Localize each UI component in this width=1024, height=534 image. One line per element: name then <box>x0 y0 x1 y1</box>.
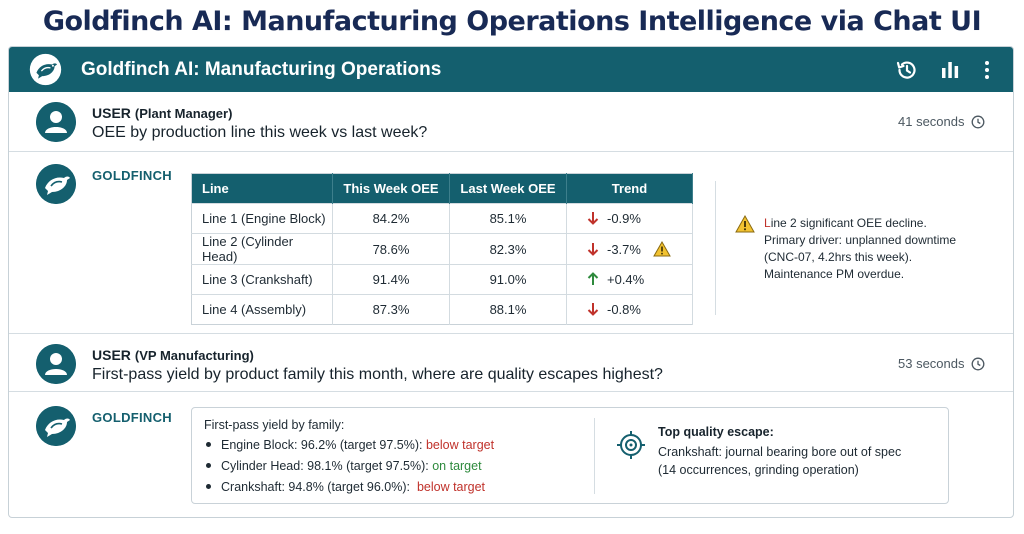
history-icon[interactable] <box>895 58 919 82</box>
last-week-cell: 82.3% <box>449 233 567 265</box>
escape-line-1: Crankshaft: journal bearing bore out of … <box>658 445 902 459</box>
arrow-down-icon <box>587 243 599 256</box>
title-bar: Goldfinch AI: Manufacturing Operations <box>9 47 1013 92</box>
trend-cell: -0.9% <box>566 203 693 234</box>
more-vertical-icon[interactable] <box>975 58 999 82</box>
assistant-name: GOLDFINCH <box>92 168 172 183</box>
chat-window: Goldfinch AI: Manufacturing Operations U… <box>8 46 1014 518</box>
last-week-cell: 88.1% <box>449 294 567 325</box>
divider <box>9 391 1013 392</box>
message-text: First-pass yield by product family this … <box>92 366 663 383</box>
clock-icon <box>971 357 985 371</box>
message-timestamp: 53 seconds <box>898 356 965 371</box>
trend-value: -0.8% <box>607 302 641 317</box>
fpy-status: on target <box>432 459 482 473</box>
column-header: This Week OEE <box>332 173 450 204</box>
warning-icon <box>653 241 671 257</box>
divider <box>594 418 595 494</box>
role-label: USER <box>92 105 131 121</box>
line-cell: Line 4 (Assembly) <box>191 294 333 325</box>
page-heading: Goldfinch AI: Manufacturing Operations I… <box>42 6 982 37</box>
this-week-cell: 91.4% <box>332 264 450 295</box>
fpy-card: First-pass yield by family: Engine Block… <box>191 407 949 504</box>
goldfinch-avatar-icon <box>36 164 76 204</box>
divider <box>9 151 1013 152</box>
fpy-label: Crankshaft: 94.8% (target 96.0%): <box>221 480 417 494</box>
this-week-cell: 78.6% <box>332 233 450 265</box>
column-header: Line <box>191 173 333 204</box>
alert-line-2: Primary driver: unplanned downtime <box>764 233 957 247</box>
oee-table: Line This Week OEE Last Week OEE Trend L… <box>191 173 693 325</box>
bullet <box>206 463 211 468</box>
line-cell: Line 1 (Engine Block) <box>191 203 333 234</box>
message-timestamp: 41 seconds <box>898 114 965 129</box>
goldfinch-avatar-icon <box>36 406 76 446</box>
assistant-name: GOLDFINCH <box>92 410 172 425</box>
fpy-label: Engine Block: 96.2% (target 97.5%): <box>221 438 426 452</box>
escape-title: Top quality escape: <box>658 425 774 439</box>
trend-cell: -0.8% <box>566 294 693 325</box>
trend-value: -3.7% <box>607 242 641 257</box>
fpy-heading: First-pass yield by family: <box>204 418 345 432</box>
table-row: Line 3 (Crankshaft) 91.4% 91.0% +0.4% <box>191 264 693 295</box>
message-text: OEE by production line this week vs last… <box>92 124 428 141</box>
last-week-cell: 91.0% <box>449 264 567 295</box>
table-row: Line 2 (Cylinder Head) 78.6% 82.3% -3.7% <box>191 233 693 265</box>
arrow-down-icon <box>587 212 599 225</box>
bar-chart-icon[interactable] <box>938 58 962 82</box>
this-week-cell: 84.2% <box>332 203 450 234</box>
divider <box>715 181 716 315</box>
column-header: Trend <box>566 173 693 204</box>
trend-value: -0.9% <box>607 211 641 226</box>
table-row: Line 1 (Engine Block) 84.2% 85.1% -0.9% <box>191 203 693 234</box>
trend-value: +0.4% <box>607 272 645 287</box>
warning-icon <box>735 215 755 233</box>
escape-line-2: (14 occurrences, grinding operation) <box>658 463 859 477</box>
clock-icon <box>971 115 985 129</box>
arrow-down-icon <box>587 303 599 316</box>
role-detail: (VP Manufacturing) <box>134 348 254 363</box>
alert-line-1: ine 2 significant OEE decline. <box>770 216 927 230</box>
table-row: Line 4 (Assembly) 87.3% 88.1% -0.8% <box>191 294 693 325</box>
table-header-row: Line This Week OEE Last Week OEE Trend <box>191 173 693 204</box>
bullet <box>206 484 211 489</box>
alert-line-4: Maintenance PM overdue. <box>764 267 905 281</box>
line-cell: Line 2 (Cylinder Head) <box>191 233 333 265</box>
user-avatar-icon <box>36 344 76 384</box>
goldfinch-logo-icon <box>29 53 62 86</box>
alert-line: Line 2 significant OEE decline. <box>764 215 999 232</box>
line-cell: Line 3 (Crankshaft) <box>191 264 333 295</box>
role-detail: (Plant Manager) <box>134 106 233 121</box>
user-avatar-icon <box>36 102 76 142</box>
message-role: USER (VP Manufacturing) <box>92 347 254 363</box>
fpy-status: below target <box>416 480 486 494</box>
oee-alert: Line 2 significant OEE decline. Primary … <box>764 215 999 283</box>
divider <box>9 333 1013 334</box>
message-role: USER (Plant Manager) <box>92 105 232 121</box>
fpy-status: below target <box>425 438 495 452</box>
list-item: Engine Block: 96.2% (target 97.5%): belo… <box>206 438 494 452</box>
bullet <box>206 442 211 447</box>
trend-cell: -3.7% <box>566 233 693 265</box>
column-header: Last Week OEE <box>449 173 567 204</box>
last-week-cell: 85.1% <box>449 203 567 234</box>
alert-line-3: (CNC-07, 4.2hrs this week). <box>764 250 913 264</box>
fpy-label: Cylinder Head: 98.1% (target 97.5%): <box>221 459 433 473</box>
alert-highlight: L <box>764 216 771 230</box>
list-item: Crankshaft: 94.8% (target 96.0%): below … <box>206 480 485 494</box>
role-label: USER <box>92 347 131 363</box>
trend-cell: +0.4% <box>566 264 693 295</box>
escape-detail: Crankshaft: journal bearing bore out of … <box>658 443 938 479</box>
this-week-cell: 87.3% <box>332 294 450 325</box>
app-title: Goldfinch AI: Manufacturing Operations <box>81 59 442 80</box>
arrow-up-icon <box>587 272 599 285</box>
list-item: Cylinder Head: 98.1% (target 97.5%): on … <box>206 459 482 473</box>
target-icon <box>617 431 645 459</box>
